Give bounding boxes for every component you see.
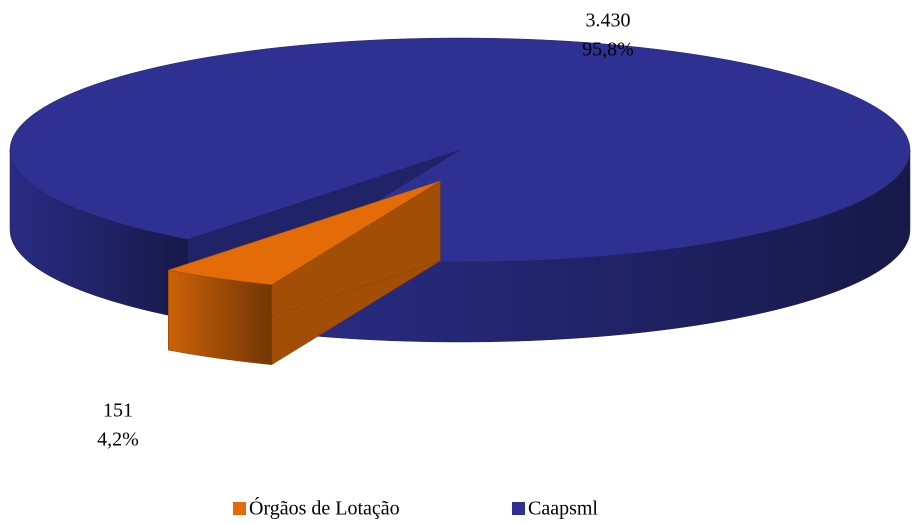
slice <box>168 180 441 285</box>
legend-label: Órgãos de Lotação <box>249 496 400 520</box>
slice-side <box>168 269 272 365</box>
legend-swatch <box>512 502 525 515</box>
slice <box>9 37 911 263</box>
data-label: 3.430 <box>586 10 631 32</box>
legend-label: Caapsml <box>528 498 598 520</box>
data-label: 151 <box>103 400 133 422</box>
percent-label: 95,8% <box>582 39 634 61</box>
legend-swatch <box>233 502 246 515</box>
percent-label: 4,2% <box>97 429 139 451</box>
